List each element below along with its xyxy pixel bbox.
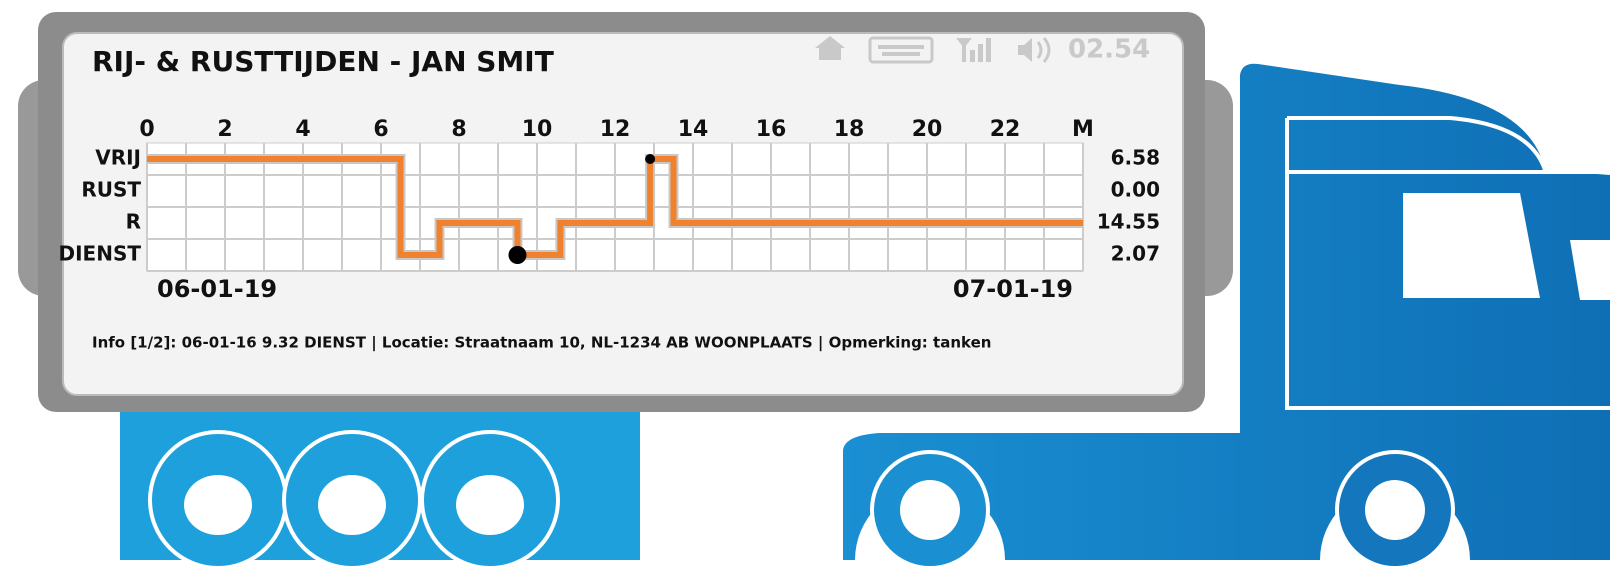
row-total: 2.07 [1111, 242, 1160, 266]
chart-title: RIJ- & RUSTTIJDEN - JAN SMIT [92, 45, 554, 78]
y-tick-label: RUST [81, 178, 141, 202]
start-date: 06-01-19 [157, 275, 277, 303]
page: {"status_bar": {"clock": "02.54"}, "char… [0, 0, 1610, 575]
x-tick-label: 22 [990, 117, 1021, 142]
y-tick-label: VRIJ [95, 146, 141, 170]
x-tick-label: 16 [756, 117, 787, 142]
cab-window [1403, 193, 1540, 298]
clock: 02.54 [1068, 35, 1150, 65]
x-tick-label: 2 [217, 117, 232, 142]
x-tick-label: M [1072, 117, 1094, 142]
y-tick-label: DIENST [59, 242, 142, 266]
x-tick-label: 0 [139, 117, 154, 142]
end-date: 07-01-19 [953, 275, 1073, 303]
row-total: 14.55 [1097, 210, 1160, 234]
marker [645, 154, 655, 164]
truck-display: 02.54 RIJ- & RUSTTIJDEN - JAN SMIT 06-01… [0, 0, 1610, 575]
x-tick-label: 12 [600, 117, 631, 142]
info-line: Info [1/2]: 06-01-16 9.32 DIENST | Locat… [92, 334, 991, 353]
x-tick-label: 8 [451, 117, 466, 142]
x-tick-label: 18 [834, 117, 865, 142]
x-tick-label: 10 [522, 117, 553, 142]
y-tick-label: R [126, 210, 141, 234]
row-total: 0.00 [1111, 178, 1160, 202]
marker [509, 246, 527, 264]
x-tick-label: 4 [295, 117, 310, 142]
x-tick-label: 6 [373, 117, 388, 142]
x-tick-label: 20 [912, 117, 943, 142]
x-tick-label: 14 [678, 117, 709, 142]
row-total: 6.58 [1111, 146, 1160, 170]
trailer-wheels [150, 432, 558, 568]
